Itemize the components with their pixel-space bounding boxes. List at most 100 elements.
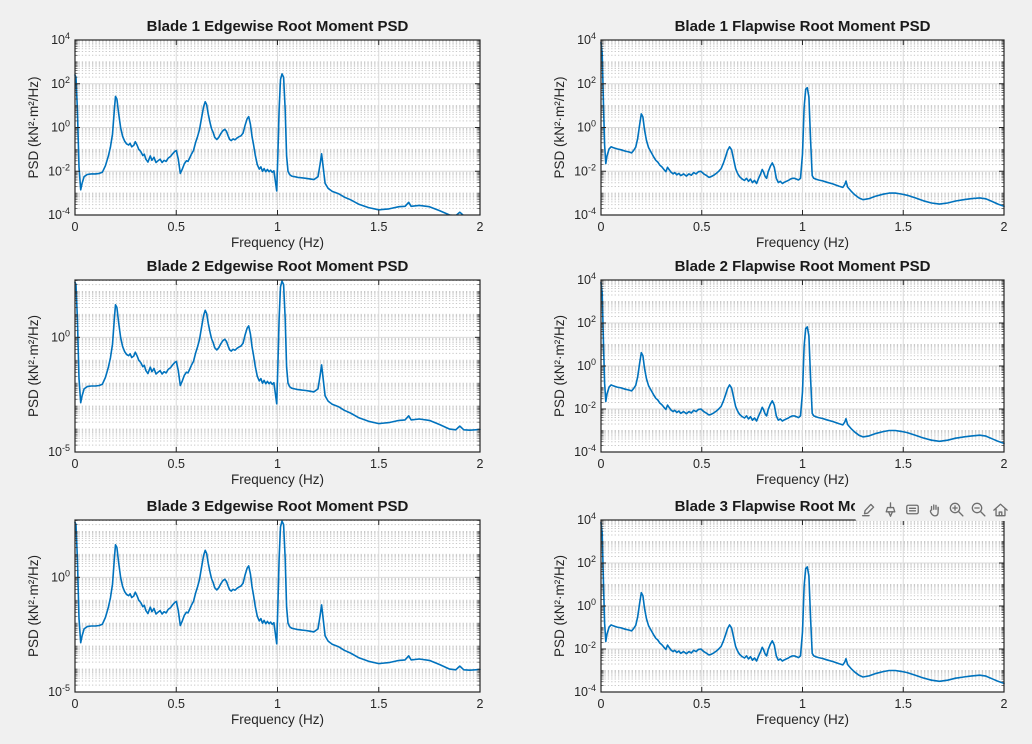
x-tick-label: 0: [598, 697, 605, 711]
x-tick-label: 2: [477, 697, 484, 711]
toolbar-brush-button[interactable]: [879, 498, 901, 520]
x-tick-label: 0: [72, 697, 79, 711]
psd-curve: [600, 521, 1005, 685]
y-axis-label: PSD (kN²·m²/Hz): [552, 77, 567, 179]
y-axis-label: PSD (kN²·m²/Hz): [552, 555, 567, 657]
y-tick-label: 104: [577, 31, 596, 47]
toolbar-pan-button[interactable]: [923, 498, 945, 520]
plot-title: Blade 1 Edgewise Root Moment PSD: [147, 18, 409, 35]
y-tick-label: 100: [577, 357, 596, 373]
x-tick-label: 1: [799, 457, 806, 471]
subplot-blade-1-edgewise: 0 0.5 1 1.5 2 10-4 10-2 100 102 104 Blade 1 Edgewi…: [26, 18, 484, 250]
y-tick-label: 10-5: [48, 683, 70, 699]
subplot-blade-1-flapwise: 0 0.5 1 1.5 2 10-4 10-2 100 102 104 Blade 1 Flapwi…: [552, 18, 1008, 250]
pan-icon: [929, 503, 939, 517]
psd-curve: [74, 73, 481, 215]
major-grid: [601, 520, 1004, 692]
y-tick-label: 10-4: [48, 206, 70, 222]
x-tick-label: 0.5: [693, 457, 710, 471]
x-tick-label: 1.5: [370, 220, 387, 234]
psd-curve: [74, 520, 481, 672]
toolbar-export-button[interactable]: [857, 498, 879, 520]
plot-title: Blade 2 Flapwise Root Moment PSD: [675, 258, 931, 275]
x-tick-label: 0: [598, 457, 605, 471]
y-tick-label: 10-5: [48, 443, 70, 459]
x-tick-label: 0.5: [168, 457, 185, 471]
x-tick-label: 1.5: [895, 220, 912, 234]
y-tick-label: 100: [577, 119, 596, 135]
y-tick-label: 102: [51, 75, 70, 91]
subplot-blade-2-flapwise: 0 0.5 1 1.5 2 10-4 10-2 100 102 104 Blade 2 Flapwi…: [552, 258, 1008, 487]
y-axis-label: PSD (kN²·m²/Hz): [26, 555, 41, 657]
brush-icon: [885, 501, 895, 517]
plot-title: Blade 2 Edgewise Root Moment PSD: [147, 258, 409, 275]
toolbar-home-button[interactable]: [989, 498, 1011, 520]
y-tick-label: 10-2: [574, 400, 596, 416]
y-tick-label: 100: [51, 119, 70, 135]
major-grid: [601, 280, 1004, 452]
minor-grid: [75, 40, 480, 209]
x-tick-label: 0: [72, 457, 79, 471]
minor-grid: [75, 280, 480, 446]
x-tick-label: 2: [1001, 220, 1008, 234]
plot-title: Blade 1 Flapwise Root Moment PSD: [675, 18, 931, 35]
y-tick-label: 100: [577, 597, 596, 613]
x-tick-label: 0.5: [693, 697, 710, 711]
minor-tick-marks: [75, 280, 480, 446]
x-tick-label: 0.5: [168, 220, 185, 234]
y-tick-label: 100: [51, 328, 70, 344]
y-tick-label: 104: [577, 511, 596, 527]
psd-curve: [74, 280, 481, 432]
psd-curve: [600, 41, 1005, 208]
toolbar-zoom-out-button[interactable]: [967, 498, 989, 520]
y-axis-label: PSD (kN²·m²/Hz): [26, 77, 41, 179]
x-tick-label: 1: [274, 220, 281, 234]
toolbar-datatips-button[interactable]: [901, 498, 923, 520]
y-tick-label: 104: [577, 271, 596, 287]
axes-toolbar: [855, 497, 1013, 521]
x-tick-label: 1: [799, 220, 806, 234]
x-tick-label: 1: [799, 697, 806, 711]
y-tick-label: 102: [577, 75, 596, 91]
minor-tick-marks: [75, 520, 480, 686]
y-tick-label: 10-2: [574, 162, 596, 178]
plot-title: Blade 3 Edgewise Root Moment PSD: [147, 498, 409, 515]
y-tick-label: 102: [577, 554, 596, 570]
x-tick-label: 0: [598, 220, 605, 234]
y-axis-label: PSD (kN²·m²/Hz): [552, 315, 567, 417]
x-axis-label: Frequency (Hz): [756, 235, 849, 250]
x-tick-label: 0: [72, 220, 79, 234]
x-tick-label: 1.5: [895, 697, 912, 711]
export-icon: [861, 503, 874, 516]
x-tick-label: 2: [477, 457, 484, 471]
subplot-blade-3-edgewise: 0 0.5 1 1.5 2 10-5 100 Blade 3 Edgewise Root Mo…: [26, 498, 484, 727]
y-tick-label: 10-4: [574, 206, 596, 222]
home-icon: [992, 503, 1008, 516]
x-tick-label: 2: [477, 220, 484, 234]
subplot-blade-2-edgewise: 0 0.5 1 1.5 2 10-5 100 Blade 2 Edgewise Root Mo…: [26, 258, 484, 487]
datatips-icon: [905, 504, 919, 514]
y-axis-label: PSD (kN²·m²/Hz): [26, 315, 41, 417]
zoom-in-icon: [949, 502, 964, 517]
tick-marks: [74, 39, 481, 216]
x-tick-label: 0.5: [693, 220, 710, 234]
tick-marks: [74, 280, 481, 453]
x-tick-label: 1: [274, 457, 281, 471]
x-axis-label: Frequency (Hz): [231, 712, 324, 727]
x-axis-label: Frequency (Hz): [756, 472, 849, 487]
minor-tick-marks: [601, 40, 1004, 209]
zoom-out-icon: [971, 502, 986, 517]
x-axis-label: Frequency (Hz): [231, 472, 324, 487]
x-tick-label: 2: [1001, 697, 1008, 711]
x-axis-label: Frequency (Hz): [231, 235, 324, 250]
x-axis-label: Frequency (Hz): [756, 712, 849, 727]
x-tick-label: 2: [1001, 457, 1008, 471]
y-tick-label: 10-2: [574, 640, 596, 656]
y-tick-label: 104: [51, 31, 70, 47]
tick-marks: [600, 39, 1005, 216]
toolbar-zoom-in-button[interactable]: [945, 498, 967, 520]
x-tick-label: 1.5: [370, 697, 387, 711]
